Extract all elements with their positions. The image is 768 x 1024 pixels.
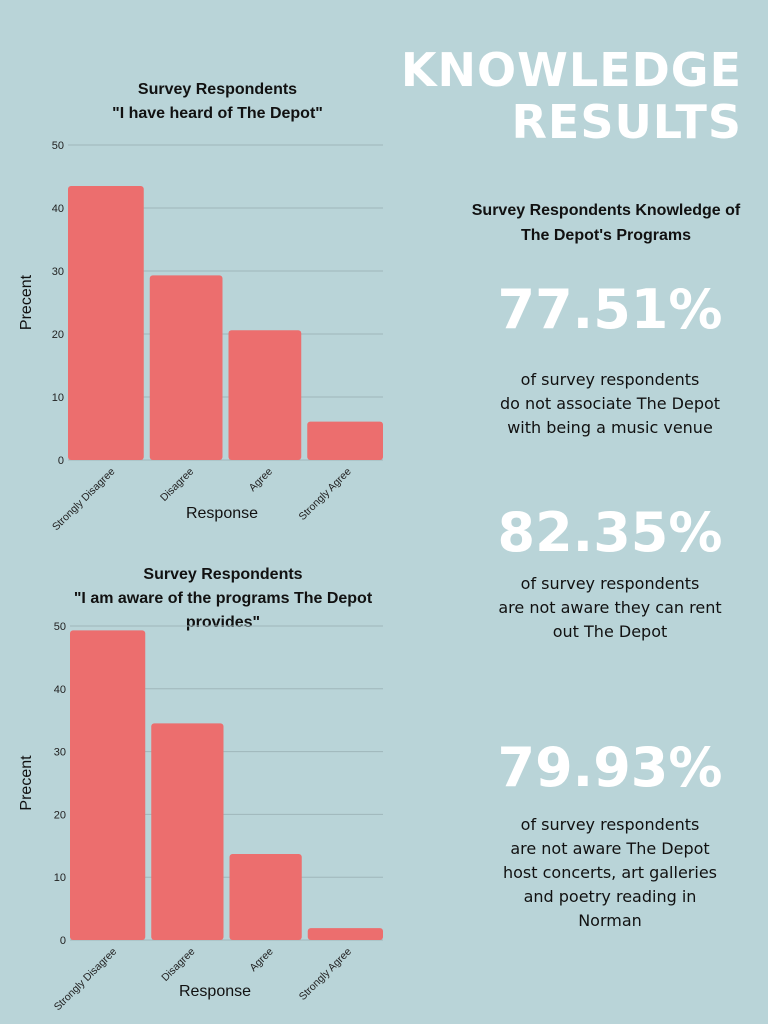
y-tick-label: 50 — [54, 621, 66, 633]
y-tick-label: 0 — [58, 455, 64, 467]
y-tick-label: 30 — [54, 747, 66, 759]
stat-2-line-3: out The Depot — [552, 622, 668, 641]
headline-line-2: RESULTS — [511, 95, 742, 149]
x-tick-label: Strongly Disagree — [50, 466, 118, 534]
chart-2-title-line-1: Survey Respondents — [143, 566, 303, 583]
stat-3-line-2: are not aware The Depot — [510, 839, 710, 858]
stat-2-description: of survey respondents are not aware they… — [455, 572, 765, 644]
stat-1-line-1: of survey respondents — [520, 370, 700, 389]
y-tick-label: 0 — [60, 935, 66, 947]
knowledge-subtitle: Survey Respondents Knowledge of The Depo… — [455, 198, 757, 248]
stat-1-description: of survey respondents do not associate T… — [455, 368, 765, 440]
bar-agree — [229, 853, 302, 940]
bar-disagree — [149, 275, 223, 460]
x-tick-label: Disagree — [159, 946, 197, 984]
x-tick-label: Strongly Agree — [297, 946, 354, 1003]
y-tick-label: 10 — [54, 872, 66, 884]
bar-disagree — [151, 723, 224, 940]
stat-3-line-3: host concerts, art galleries — [503, 863, 717, 882]
chart-1-title-line-2: "I have heard of The Depot" — [112, 105, 323, 122]
stat-1-line-2: do not associate The Depot — [499, 394, 721, 413]
knowledge-subtitle-line-1: Survey Respondents Knowledge of — [471, 202, 741, 219]
y-tick-label: 10 — [52, 392, 64, 404]
stat-2-line-1: of survey respondents — [520, 574, 700, 593]
y-axis-label: Precent — [18, 755, 35, 811]
bar-chart-aware-of-programs: 0 10 20 30 40 50 Strongly Disagree Disagree Agre… — [18, 621, 383, 1014]
stat-3-line-4: and poetry reading in — [523, 887, 697, 906]
bar-strongly-disagree — [70, 630, 146, 940]
x-tick-label: Agree — [247, 946, 275, 974]
y-tick-label: 20 — [54, 809, 66, 821]
bar-chart-heard-of-depot: 0 10 20 30 40 50 Strongly Disagree Disagree Agre… — [18, 140, 383, 534]
bar-agree — [228, 330, 302, 460]
x-tick-label: Disagree — [158, 466, 196, 504]
knowledge-subtitle-line-2: The Depot's Programs — [520, 227, 692, 244]
stat-3-description: of survey respondents are not aware The … — [455, 813, 765, 933]
bar-strongly-agree — [307, 928, 383, 940]
stat-3-line-1: of survey respondents — [520, 815, 700, 834]
y-tick-label: 40 — [54, 684, 66, 696]
x-axis-label: Response — [179, 983, 251, 1000]
y-tick-label: 40 — [52, 203, 64, 215]
x-axis-label: Response — [186, 505, 258, 522]
chart-2-title-line-2: "I am aware of the programs The Depot — [73, 590, 373, 607]
x-tick-label: Strongly Disagree — [52, 946, 120, 1014]
stat-2-line-2: are not aware they can rent — [498, 598, 722, 617]
headline-line-1: KNOWLEDGE — [400, 43, 742, 97]
bar-strongly-agree — [307, 421, 383, 460]
chart-2-title-line-3: provides" — [185, 614, 261, 631]
stat-3-value: 79.93% — [497, 736, 723, 799]
stat-1-line-3: with being a music venue — [507, 418, 713, 437]
chart-1-title-line-1: Survey Respondents — [137, 81, 298, 98]
chart-2-title: Survey Respondents "I am aware of the pr… — [55, 563, 391, 635]
x-tick-label: Strongly Agree — [297, 466, 354, 523]
y-tick-label: 20 — [52, 329, 64, 341]
chart-1-title: Survey Respondents "I have heard of The … — [60, 78, 375, 126]
page-headline: KNOWLEDGE RESULTS — [401, 44, 742, 148]
x-tick-label: Agree — [247, 466, 275, 494]
y-axis-label: Precent — [18, 274, 35, 330]
stat-1-value: 77.51% — [497, 278, 723, 341]
y-tick-label: 50 — [52, 140, 64, 152]
y-tick-label: 30 — [52, 266, 64, 278]
bar-strongly-disagree — [68, 185, 144, 460]
stat-2-value: 82.35% — [497, 501, 723, 564]
stat-3-line-5: Norman — [578, 911, 642, 930]
